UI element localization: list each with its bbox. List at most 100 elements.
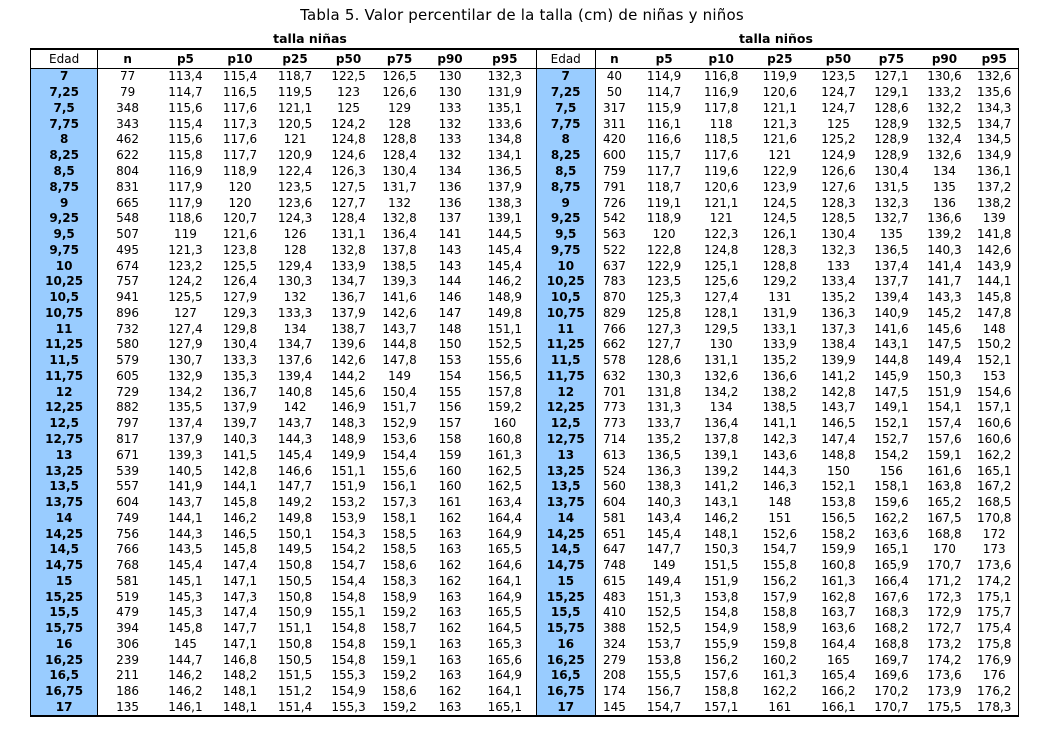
table-row: 13,5 557 141,9 144,1 147,7 151,9 156,1 160 162,5… [29, 478, 1020, 495]
girls-p95-cell: 164,5 [487, 621, 522, 636]
table-row: 8,25 622 115,8 117,7 120,9 124,6 128,4 132 134,1… [29, 147, 1020, 164]
boys-p90-cell: 171,2 [927, 573, 962, 588]
boys-p90-cell: 132,4 [927, 132, 962, 147]
boys-p50-cell: 126,6 [821, 163, 856, 178]
boys-p90-cell: 140,3 [927, 242, 962, 257]
girls-p50-cell: 154,2 [331, 542, 366, 557]
boys-n-cell: 791 [602, 179, 626, 194]
boys-p25-cell: 124,5 [762, 195, 797, 210]
boys-p25-cell: 133,9 [762, 337, 797, 352]
girls-p95-cell: 145,4 [487, 242, 522, 257]
girls-n-cell: 462 [116, 132, 140, 147]
girls-p95-cell: 164,9 [487, 668, 522, 683]
boys-p5-cell: 114,7 [646, 85, 682, 100]
girls-p90-cell: 136 [438, 179, 462, 194]
boys-p90-cell: 167,5 [927, 510, 962, 525]
boys-p50-cell: 142,8 [821, 384, 856, 399]
girls-n-cell: 622 [116, 148, 140, 163]
boys-n-cell: 600 [602, 148, 626, 163]
age-cell-girls: 9 [29, 195, 99, 211]
girls-n-cell: 519 [116, 589, 140, 604]
girls-p25-cell: 151,2 [277, 684, 313, 699]
boys-p50-cell: 132,3 [821, 242, 856, 257]
boys-p75-cell: 147,5 [874, 384, 909, 399]
age-cell-girls: 14 [29, 510, 99, 527]
boys-p25-cell: 146,3 [762, 479, 797, 494]
age-cell-boys: 12 [535, 384, 596, 401]
age-cell-boys: 14,75 [535, 557, 596, 574]
boys-n-cell: 766 [602, 321, 626, 336]
girls-p95-cell: 146,2 [487, 274, 522, 289]
girls-p5-cell: 127 [174, 305, 197, 320]
girls-p75-cell: 153,6 [382, 431, 417, 446]
girls-n-cell: 507 [116, 227, 140, 242]
boys-p75-cell: 143,1 [874, 337, 909, 352]
age-cell-girls: 12,75 [29, 431, 99, 448]
girls-p95-cell: 135,1 [487, 100, 522, 115]
age-cell-boys: 13,25 [535, 463, 596, 479]
girls-p5-cell: 146,2 [168, 668, 203, 683]
boys-p75-cell: 159,6 [874, 495, 909, 510]
table-row: 10,75 896 127 129,3 133,3 137,9 142,6 147 149,8 1… [29, 305, 1020, 322]
boys-p95-cell: 137,2 [970, 179, 1020, 196]
boys-p90-cell: 172,7 [927, 621, 962, 636]
girls-p50-cell: 136,7 [331, 290, 366, 305]
boys-p5-cell: 156,7 [646, 684, 682, 699]
boys-p25-cell: 131 [768, 290, 792, 305]
boys-p25-cell: 151 [768, 510, 792, 525]
boys-p10-cell: 116,8 [704, 69, 739, 84]
header-p95-boys: p95 [970, 50, 1020, 69]
age-cell-boys: 11,75 [535, 368, 596, 385]
boys-p50-cell: 152,1 [821, 479, 856, 494]
boys-p10-cell: 148,1 [704, 526, 739, 541]
boys-p5-cell: 117,7 [646, 163, 682, 178]
boys-p90-cell: 174,2 [927, 652, 962, 667]
table-row: 14,75 768 145,4 147,4 150,8 154,7 158,6 162 164,… [29, 557, 1020, 574]
boys-p50-cell: 128,3 [821, 195, 856, 210]
boys-p10-cell: 156,2 [704, 652, 739, 667]
boys-p50-cell: 125,2 [821, 132, 856, 147]
boys-p10-cell: 125,6 [704, 274, 739, 289]
table-row: 11,25 580 127,9 130,4 134,7 139,6 144,8 150 152,… [29, 337, 1020, 353]
girls-n-cell: 671 [116, 447, 140, 462]
boys-p5-cell: 151,3 [646, 589, 682, 604]
header-edad-girls: Edad [29, 50, 99, 69]
girls-p95-cell: 156,5 [487, 368, 522, 383]
boys-p75-cell: 140,9 [874, 305, 909, 320]
boys-p90-cell: 159,1 [927, 447, 962, 462]
boys-p75-cell: 128,9 [874, 148, 909, 163]
boys-p25-cell: 160,2 [762, 652, 797, 667]
girls-p95-cell: 134,8 [487, 132, 522, 147]
boys-p95-cell: 141,8 [970, 226, 1020, 243]
boys-p95-cell: 147,8 [970, 305, 1020, 322]
boys-p75-cell: 128,9 [874, 116, 909, 131]
girls-p50-cell: 155,3 [324, 699, 374, 718]
table-row: 10 674 123,2 125,5 129,4 133,9 138,5 143 145,4 10… [29, 258, 1020, 274]
girls-p5-cell: 115,8 [168, 148, 203, 163]
girls-p90-cell: 163 [438, 636, 462, 651]
boys-p10-cell: 136,4 [704, 416, 739, 431]
girls-p90-cell: 134 [438, 163, 462, 178]
girls-p95-cell: 164,9 [487, 526, 522, 541]
boys-p95-cell: 143,9 [970, 258, 1020, 274]
girls-p75-cell: 158,1 [382, 510, 417, 525]
boys-p50-cell: 148,8 [821, 447, 856, 462]
girls-p10-cell: 116,5 [222, 85, 258, 100]
boys-n-cell: 773 [602, 400, 626, 415]
boys-p90-cell: 154,1 [927, 400, 962, 415]
boys-p95-cell: 136,1 [970, 163, 1020, 180]
boys-p25-cell: 141,1 [762, 416, 797, 431]
girls-p75-cell: 155,6 [382, 463, 417, 478]
girls-p10-cell: 133,3 [222, 353, 258, 368]
age-cell-boys: 10,25 [535, 273, 596, 290]
girls-p25-cell: 149,8 [277, 510, 313, 525]
girls-p10-cell: 146,5 [222, 526, 258, 541]
boys-p95-cell: 170,8 [970, 510, 1020, 527]
girls-n-cell: 394 [116, 621, 140, 636]
girls-p25-cell: 147,7 [277, 479, 313, 494]
table-row: 9,25 548 118,6 120,7 124,3 128,4 132,8 137 139,1… [29, 210, 1020, 227]
girls-p95-cell: 162,5 [487, 463, 522, 478]
boys-p25-cell: 122,9 [762, 163, 797, 178]
girls-p25-cell: 121 [283, 132, 307, 147]
boys-p75-cell: 141,6 [874, 321, 909, 336]
